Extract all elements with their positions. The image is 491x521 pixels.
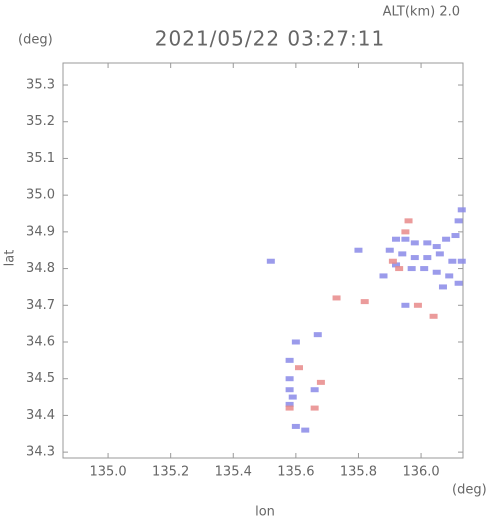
- echo-point: [404, 218, 413, 224]
- x-tick-label: 135.6: [277, 465, 314, 480]
- y-tick-label: 34.5: [26, 371, 55, 386]
- echo-point: [385, 247, 394, 253]
- echo-point: [457, 258, 466, 264]
- echo-point: [432, 244, 441, 250]
- echo-point: [285, 387, 294, 393]
- y-tick-label: 35.2: [26, 114, 55, 129]
- chart-title: 2021/05/22 03:27:11: [155, 27, 385, 51]
- echo-point: [457, 207, 466, 213]
- echo-point: [285, 401, 294, 407]
- y-tick-label: 35.0: [26, 188, 55, 203]
- y-tick-label: 34.7: [26, 298, 55, 313]
- echo-point: [360, 299, 369, 305]
- echo-point: [410, 240, 419, 246]
- x-tick-label: 136.0: [402, 465, 439, 480]
- y-tick-label: 35.1: [26, 151, 55, 166]
- altitude-label: ALT(km) 2.0: [383, 5, 460, 20]
- echo-point: [266, 258, 275, 264]
- echo-point: [407, 266, 416, 272]
- plot-frame: [62, 62, 464, 459]
- echo-point: [423, 240, 432, 246]
- x-tick-label: 135.2: [152, 465, 189, 480]
- y-tick-label: 34.3: [26, 445, 55, 460]
- y-unit: (deg): [18, 33, 53, 48]
- echo-point: [316, 379, 325, 385]
- echo-point: [398, 251, 407, 257]
- echo-point: [392, 262, 401, 268]
- echo-point: [429, 313, 438, 319]
- echo-point: [401, 229, 410, 235]
- echo-point: [442, 236, 451, 242]
- echo-point: [420, 266, 429, 272]
- echo-point: [445, 273, 454, 279]
- echo-point: [401, 236, 410, 242]
- echo-point: [388, 258, 397, 264]
- y-tick-label: 34.8: [26, 261, 55, 276]
- y-axis-label: lat: [3, 250, 18, 267]
- echo-point: [401, 302, 410, 308]
- echo-point: [354, 247, 363, 253]
- y-tick-label: 35.3: [26, 78, 55, 93]
- echo-point: [395, 266, 404, 272]
- echo-point: [410, 255, 419, 261]
- echo-point: [310, 405, 319, 411]
- echo-point: [313, 332, 322, 338]
- echo-point: [454, 218, 463, 224]
- echo-point: [294, 365, 303, 371]
- x-unit: (deg): [452, 483, 487, 498]
- echo-point: [448, 258, 457, 264]
- echo-point: [454, 280, 463, 286]
- echo-point: [435, 251, 444, 257]
- echo-point: [310, 387, 319, 393]
- x-tick-label: 135.0: [89, 465, 126, 480]
- x-axis-label: lon: [255, 505, 275, 520]
- echo-point: [332, 295, 341, 301]
- echo-point: [291, 423, 300, 429]
- x-tick-label: 135.8: [340, 465, 377, 480]
- echo-point: [301, 427, 310, 433]
- y-tick-label: 34.9: [26, 224, 55, 239]
- y-tick-label: 34.6: [26, 334, 55, 349]
- echo-point: [432, 269, 441, 275]
- echo-point: [423, 255, 432, 261]
- echo-point: [451, 233, 460, 239]
- echo-point: [438, 284, 447, 290]
- y-tick-label: 34.4: [26, 408, 55, 423]
- echo-point: [285, 357, 294, 363]
- echo-point: [285, 376, 294, 382]
- echo-point: [285, 405, 294, 411]
- echo-point: [392, 236, 401, 242]
- echo-point: [379, 273, 388, 279]
- x-tick-label: 135.4: [215, 465, 252, 480]
- echo-point: [288, 394, 297, 400]
- echo-point: [291, 339, 300, 345]
- echo-point: [413, 302, 422, 308]
